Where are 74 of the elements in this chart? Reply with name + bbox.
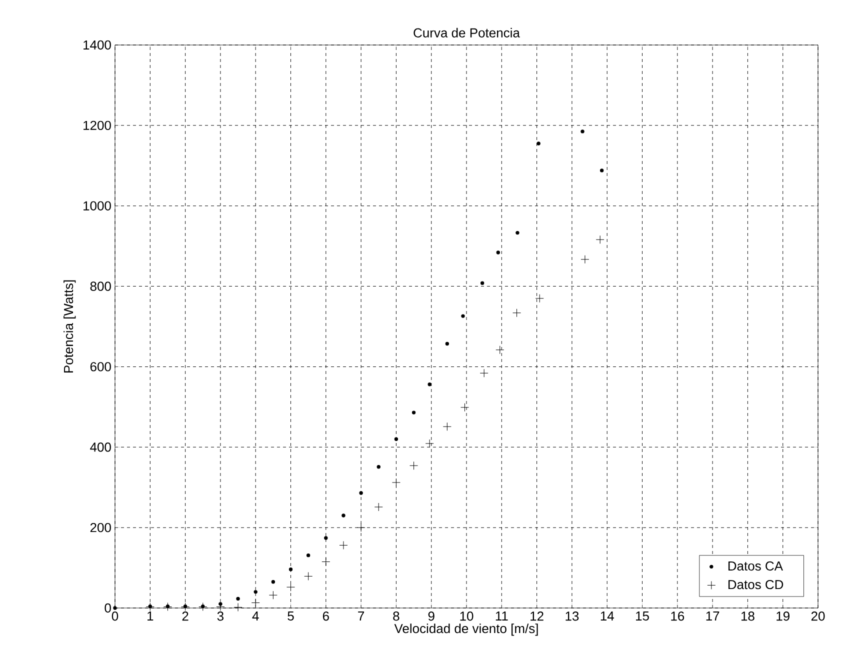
point — [304, 572, 313, 580]
x-tick-label: 18 — [741, 612, 754, 621]
x-tick-label: 14 — [600, 612, 614, 620]
point — [342, 514, 346, 518]
point — [324, 536, 328, 540]
x-tick-label: 7 — [358, 612, 364, 620]
x-tick-label: 19 — [776, 612, 790, 621]
point — [461, 314, 465, 318]
point — [394, 437, 398, 441]
point — [425, 439, 434, 448]
point — [496, 250, 500, 254]
x-tick-label: 11 — [496, 612, 508, 620]
x-tick-label: 12 — [530, 612, 544, 621]
y-tick-label: 1200 — [84, 120, 111, 130]
x-axis-title: Velocidad de viento [m/s] — [394, 624, 538, 636]
x-tick-label: 15 — [636, 612, 649, 621]
point — [535, 294, 544, 303]
point — [410, 461, 418, 470]
y-axis-title: Potencia [Watts] — [64, 280, 76, 373]
point — [460, 403, 469, 412]
point — [442, 422, 452, 431]
x-tick-label: 3 — [217, 612, 224, 621]
y-tick-label: 600 — [90, 362, 111, 372]
point — [580, 130, 584, 134]
point — [428, 382, 432, 386]
y-tick-label: 0 — [104, 603, 111, 613]
x-tick-label: 2 — [182, 612, 188, 621]
chart-title: Curva de Potencia — [414, 28, 520, 38]
point — [251, 598, 260, 608]
point — [374, 502, 383, 512]
point — [496, 346, 504, 354]
point — [271, 580, 276, 584]
legend-label: Datos CD — [728, 580, 784, 590]
x-tick-label: 20 — [811, 612, 825, 621]
x-tick-label: 1 — [148, 612, 154, 620]
y-tick-label: 1000 — [84, 201, 111, 210]
point — [512, 308, 522, 318]
x-tick-label: 17 — [706, 612, 720, 620]
point — [339, 541, 348, 550]
y-tick-label: 200 — [90, 522, 111, 532]
point — [516, 230, 520, 235]
point — [113, 606, 117, 610]
point — [536, 142, 540, 146]
x-tick-label: 0 — [112, 612, 118, 621]
point — [356, 523, 366, 532]
point — [600, 168, 604, 172]
y-tick-label: 800 — [90, 282, 111, 291]
point — [392, 478, 400, 487]
point — [322, 558, 330, 566]
point — [596, 235, 604, 244]
point — [234, 602, 242, 612]
point — [288, 568, 293, 572]
point — [268, 590, 278, 600]
point — [412, 410, 416, 414]
point — [580, 255, 590, 264]
legend-label: Datos CA — [728, 561, 783, 571]
point — [254, 590, 258, 594]
x-tick-label: 9 — [428, 612, 434, 621]
point — [306, 553, 310, 558]
point — [359, 491, 363, 495]
point — [376, 464, 380, 469]
y-tick-label: 1400 — [84, 40, 111, 50]
point — [480, 281, 484, 285]
x-tick-label: 10 — [460, 612, 474, 621]
x-tick-label: 4 — [252, 612, 259, 620]
point — [480, 368, 488, 378]
y-tick-label: 400 — [90, 442, 111, 452]
x-tick-label: 8 — [393, 612, 400, 621]
x-tick-label: 13 — [566, 612, 579, 621]
point — [445, 342, 450, 346]
x-tick-label: 6 — [322, 612, 329, 621]
point — [236, 596, 240, 601]
x-tick-label: 16 — [671, 612, 684, 621]
x-tick-label: 5 — [288, 612, 294, 621]
